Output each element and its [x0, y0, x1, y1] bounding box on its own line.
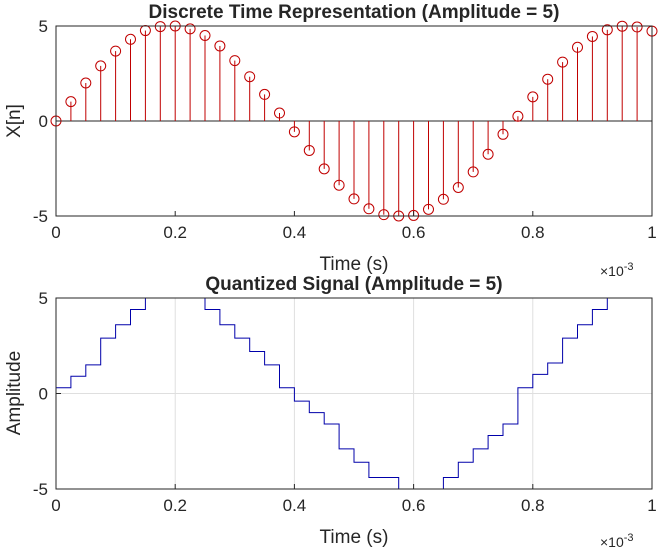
stem-marker: [318, 163, 330, 175]
stem-marker: [274, 107, 285, 119]
stem-marker: [482, 148, 494, 160]
stem-marker: [363, 203, 375, 215]
stem-marker: [214, 40, 226, 52]
x-axis-label: Time (s): [320, 254, 389, 275]
stem-marker: [125, 33, 136, 45]
quantized-chart-panel: 0 0.2 0.4 0.6 0.8 1-505 Quantized Signal (Amp…: [4, 274, 657, 550]
y-axis-label: X[n]: [4, 104, 25, 138]
stem-marker: [110, 45, 122, 57]
x-scale-base: ×10: [600, 263, 624, 279]
stem-marker: [631, 21, 643, 33]
stem-marker: [154, 21, 166, 33]
y-axis-label: Amplitude: [4, 351, 25, 436]
stem-marker: [452, 182, 464, 193]
stem-marker: [512, 110, 524, 122]
x-scale-base: ×10: [600, 534, 624, 550]
stem-marker: [601, 24, 613, 36]
tick-layer: 0 0.2 0.4 0.6 0.8 1-505: [33, 17, 657, 242]
y-tick-label: 5: [39, 17, 48, 36]
stem-marker: [497, 128, 509, 140]
x-scale-factor: ×10-3: [600, 532, 634, 550]
stem-marker: [80, 77, 92, 89]
quantized-line: [56, 297, 652, 490]
stem-marker: [527, 91, 539, 103]
x-tick-label: 0.6: [402, 496, 426, 515]
x-tick-label: 0.4: [283, 223, 307, 242]
x-scale-exponent: -3: [624, 261, 634, 273]
x-scale-exponent: -3: [624, 532, 634, 544]
stem-marker: [572, 41, 583, 53]
stem-marker: [333, 179, 345, 191]
stem-marker: [259, 88, 271, 100]
stem-marker: [303, 144, 315, 156]
chart-title: Quantized Signal (Amplitude = 5): [205, 274, 502, 295]
x-scale-factor: ×10-3: [600, 261, 634, 279]
stem-marker: [244, 71, 256, 83]
y-tick-label: -5: [33, 480, 48, 499]
x-tick-label: 0.2: [163, 496, 187, 515]
x-tick-label: 0.8: [521, 496, 545, 515]
stem-marker: [467, 166, 479, 178]
quantized-series: [56, 297, 652, 490]
y-tick-label: 0: [39, 112, 48, 131]
x-tick-label: 0.6: [402, 223, 426, 242]
x-tick-label: 0.2: [163, 223, 187, 242]
stem-marker: [378, 209, 390, 221]
x-tick-label: 0: [51, 223, 60, 242]
stem-marker: [408, 209, 420, 221]
stem-marker: [288, 126, 300, 138]
stem-marker: [423, 203, 434, 215]
x-tick-label: 0: [51, 496, 60, 515]
x-tick-label: 1: [647, 496, 656, 515]
stem-marker: [586, 30, 598, 42]
y-tick-label: 0: [39, 385, 48, 404]
stem-marker: [229, 55, 241, 67]
y-tick-label: -5: [33, 207, 48, 226]
y-tick-label: 5: [39, 289, 48, 308]
x-tick-label: 0.4: [283, 496, 307, 515]
tick-layer: 0 0.2 0.4 0.6 0.8 1-505: [33, 289, 657, 515]
stem-marker: [557, 56, 569, 68]
stem-marker: [95, 60, 107, 72]
stem-chart-panel: 0 0.2 0.4 0.6 0.8 1-505 Discrete Time Represe…: [4, 2, 658, 279]
stem-marker: [437, 193, 449, 205]
stem-marker: [184, 23, 196, 35]
stem-marker: [542, 73, 554, 85]
x-axis-label: Time (s): [320, 527, 389, 548]
stem-marker: [199, 30, 211, 41]
chart-title: Discrete Time Representation (Amplitude …: [149, 2, 560, 23]
stem-marker: [348, 193, 360, 205]
x-tick-label: 0.8: [521, 223, 545, 242]
x-tick-label: 1: [647, 223, 656, 242]
stem-marker: [65, 96, 77, 108]
